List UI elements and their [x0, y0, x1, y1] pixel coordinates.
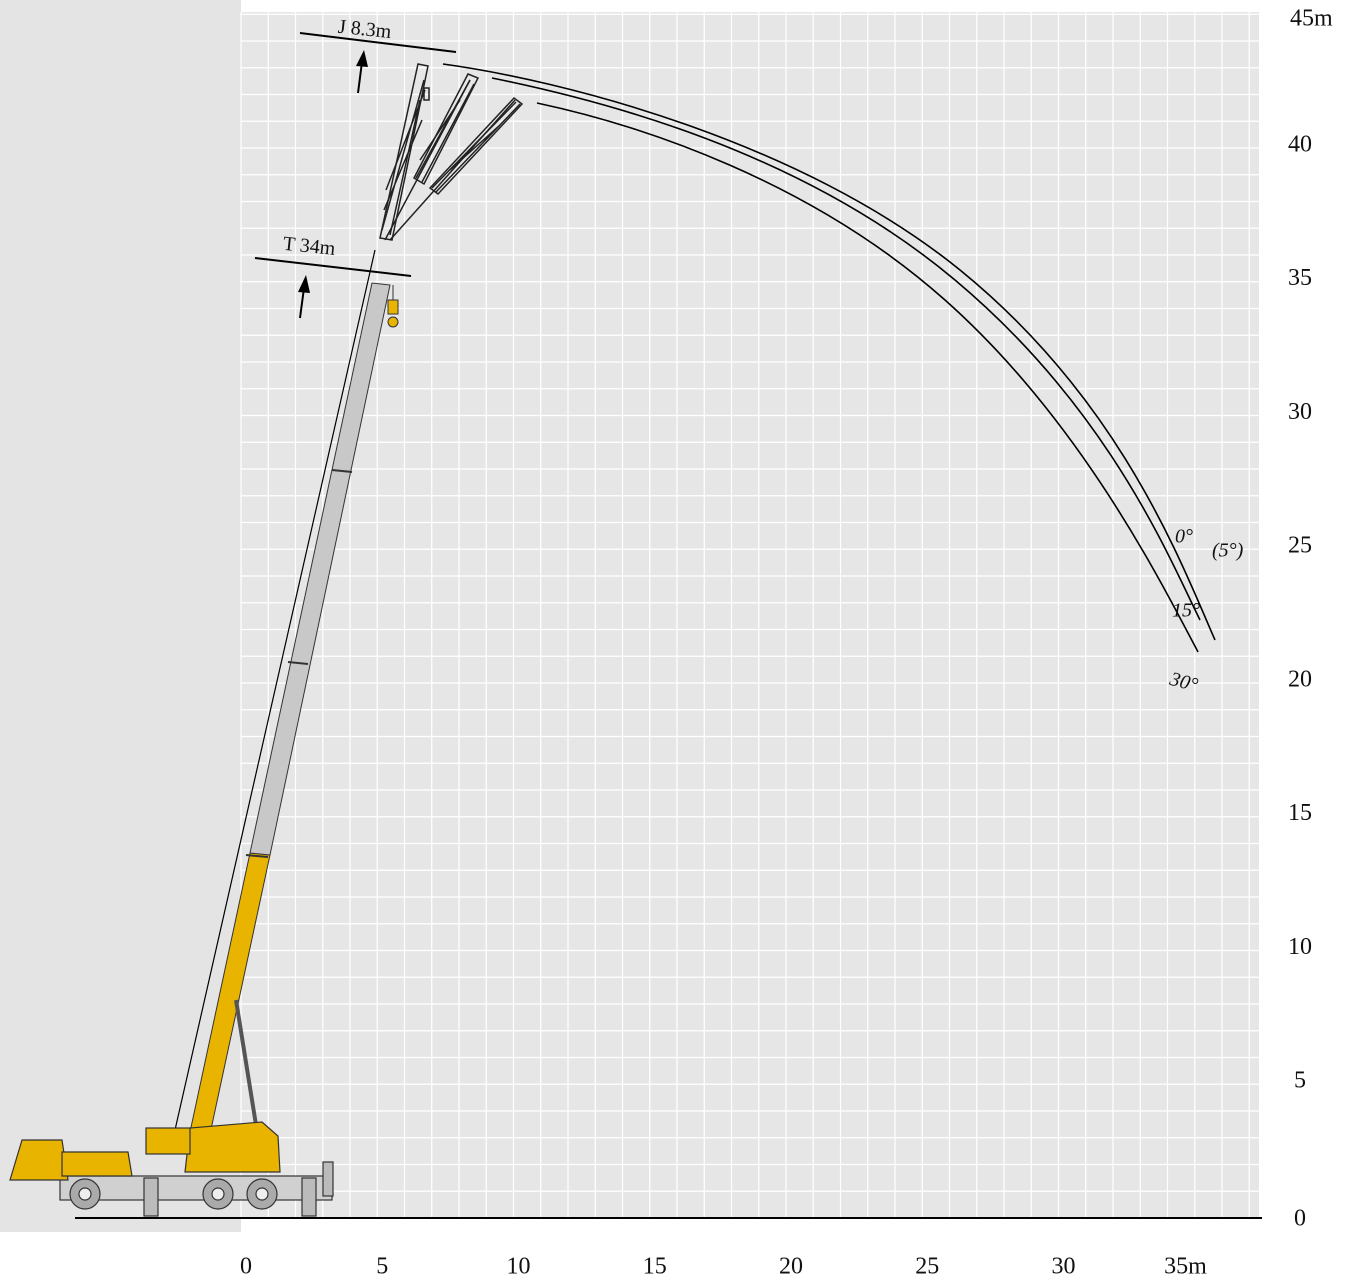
x-tick-label: 0	[240, 1254, 252, 1280]
x-tick-label: 15	[643, 1254, 667, 1280]
x-tick-label: 35m	[1164, 1254, 1207, 1280]
jibs	[379, 63, 524, 241]
y-tick-label: 5	[1294, 1068, 1306, 1094]
y-tick-label: 0	[1294, 1205, 1306, 1231]
y-tick-label: 10	[1288, 934, 1312, 960]
curve-0	[442, 63, 1216, 641]
boom-label: T 34m	[282, 233, 337, 260]
y-tick-label: 40	[1288, 131, 1312, 157]
y-tick-label: 25	[1288, 533, 1312, 559]
curve-30	[536, 102, 1199, 653]
x-tick-label: 25	[915, 1254, 939, 1280]
y-tick-label: 20	[1288, 666, 1312, 692]
grid-area	[241, 12, 1259, 1218]
x-tick-label: 20	[779, 1254, 803, 1280]
y-tick-label: 45m	[1290, 6, 1333, 32]
x-tick-label: 30	[1052, 1254, 1076, 1280]
y-tick-label: 30	[1288, 399, 1312, 425]
y-tick-label: 35	[1288, 265, 1312, 291]
y-tick-label: 15	[1288, 800, 1312, 826]
range-curves	[442, 63, 1216, 653]
angle-label: 15°	[1172, 600, 1200, 622]
x-tick-label: 5	[376, 1254, 388, 1280]
angle-label: 0°	[1175, 526, 1193, 548]
leaders	[254, 32, 457, 319]
boom	[174, 249, 399, 1151]
truck	[9, 1121, 334, 1217]
arrowheads	[298, 50, 368, 293]
left-panel	[0, 0, 241, 1232]
x-tick-label: 10	[507, 1254, 531, 1280]
angle-label: (5°)	[1212, 540, 1244, 562]
curve-15	[491, 77, 1201, 621]
